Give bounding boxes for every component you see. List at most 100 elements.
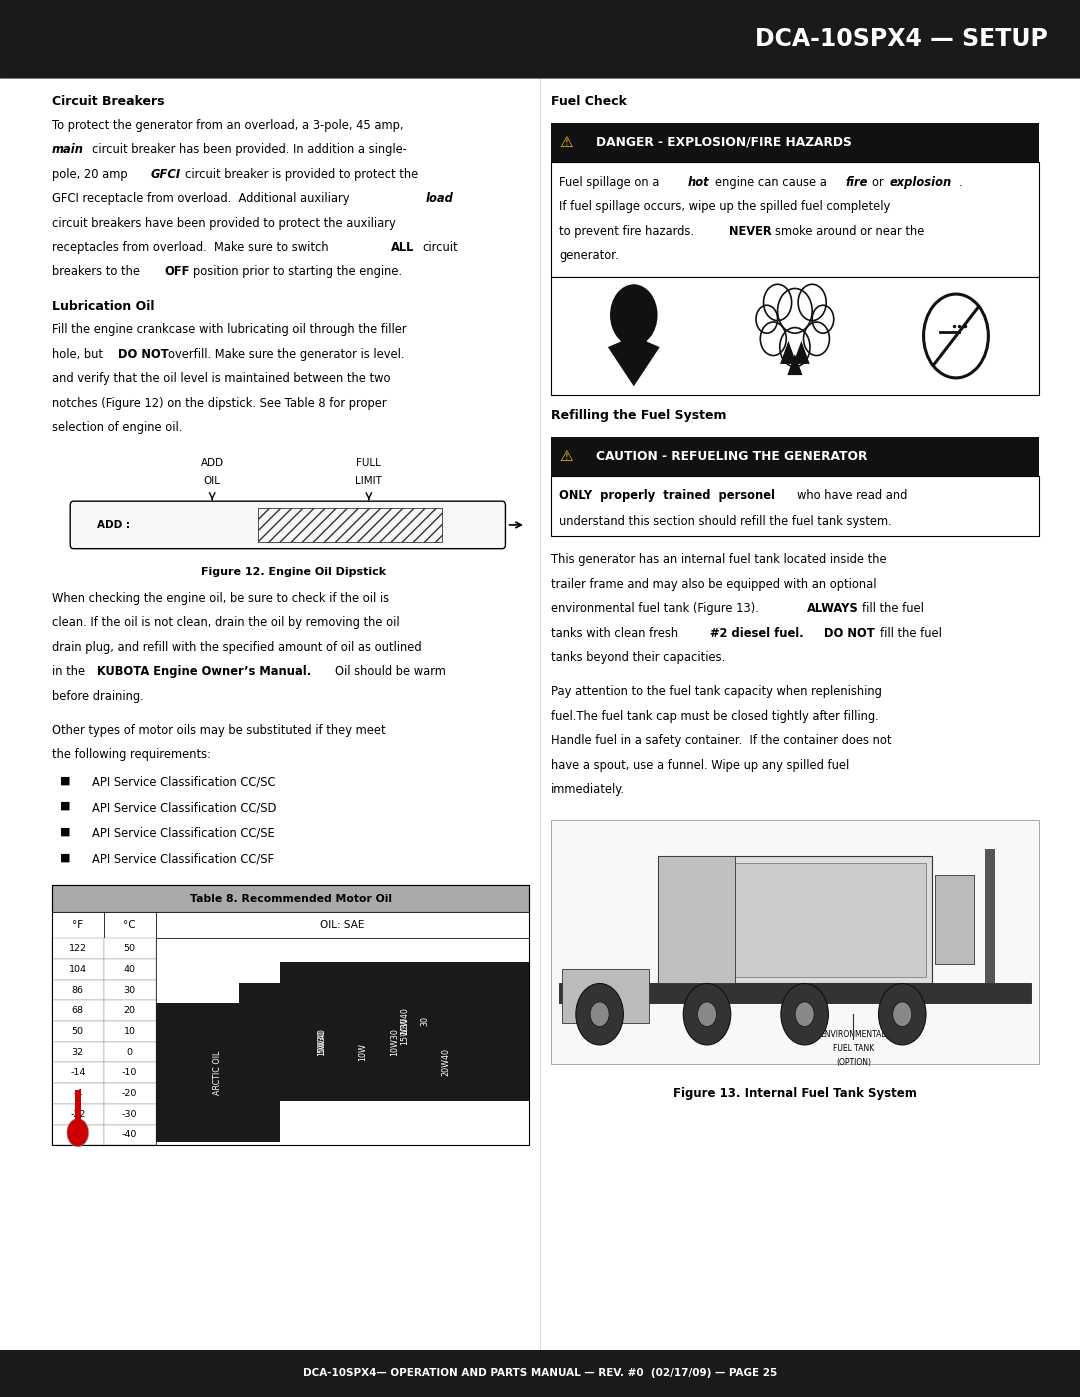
Text: Figure 13. Internal Fuel Tank System: Figure 13. Internal Fuel Tank System — [673, 1087, 917, 1099]
Text: clean. If the oil is not clean, drain the oil by removing the oil: clean. If the oil is not clean, drain th… — [52, 616, 400, 630]
Circle shape — [878, 983, 926, 1045]
Text: to prevent fire hazards.: to prevent fire hazards. — [559, 225, 698, 237]
Bar — [239, 982, 405, 1101]
Text: -40: -40 — [122, 1130, 137, 1140]
Text: .: . — [959, 176, 962, 189]
Bar — [52, 979, 104, 1000]
Text: ■: ■ — [60, 852, 71, 862]
Bar — [985, 849, 994, 983]
Text: hot: hot — [688, 176, 710, 189]
Bar — [52, 1021, 104, 1042]
Text: LIMIT: LIMIT — [355, 476, 382, 486]
Text: 50: 50 — [123, 944, 136, 953]
Text: drain plug, and refill with the specified amount of oil as outlined: drain plug, and refill with the specifie… — [52, 641, 421, 654]
Text: circuit: circuit — [422, 240, 458, 254]
Circle shape — [684, 983, 731, 1045]
Text: main: main — [52, 144, 84, 156]
Bar — [935, 876, 974, 964]
Text: load: load — [426, 191, 454, 205]
Text: DANGER - EXPLOSION/FIRE HAZARDS: DANGER - EXPLOSION/FIRE HAZARDS — [596, 136, 852, 149]
Bar — [658, 856, 932, 983]
Bar — [551, 277, 1039, 395]
Bar — [52, 1000, 104, 1021]
Text: Lubrication Oil: Lubrication Oil — [52, 299, 154, 313]
Bar — [551, 123, 1039, 162]
Text: tanks beyond their capacities.: tanks beyond their capacities. — [551, 651, 725, 664]
Bar — [280, 963, 529, 1080]
Text: ⚠: ⚠ — [559, 450, 573, 464]
Polygon shape — [793, 341, 810, 365]
Circle shape — [781, 983, 828, 1045]
Text: pole, 20 amp: pole, 20 amp — [52, 168, 131, 180]
Text: the following requirements:: the following requirements: — [52, 749, 211, 761]
Text: 30: 30 — [421, 1016, 430, 1027]
Text: ENVIRONMENTAL: ENVIRONMENTAL — [821, 1030, 887, 1039]
Text: MQPOWER: MQPOWER — [872, 884, 917, 893]
Text: KUBOTA Engine Owner’s Manual.: KUBOTA Engine Owner’s Manual. — [97, 665, 311, 679]
Text: (OPTION): (OPTION) — [836, 1058, 870, 1067]
Text: in the: in the — [52, 665, 89, 679]
Bar — [562, 970, 649, 1023]
Bar — [663, 863, 927, 977]
Text: OIL: SAE: OIL: SAE — [320, 921, 365, 930]
Bar — [156, 912, 529, 939]
Text: before draining.: before draining. — [52, 690, 144, 703]
Bar — [551, 162, 1039, 277]
Bar — [52, 912, 104, 939]
Bar — [280, 1003, 363, 1080]
Bar — [52, 939, 104, 960]
Text: ■: ■ — [60, 827, 71, 837]
Text: fire: fire — [846, 176, 868, 189]
Bar — [104, 1021, 156, 1042]
Text: -40: -40 — [70, 1130, 85, 1140]
Text: environmental fuel tank (Figure 13).: environmental fuel tank (Figure 13). — [551, 602, 762, 615]
Text: 10: 10 — [666, 884, 679, 893]
Text: GFCI receptacle from overload.  Additional auxiliary: GFCI receptacle from overload. Additiona… — [52, 191, 353, 205]
Text: overfill. Make sure the generator is level.: overfill. Make sure the generator is lev… — [168, 348, 405, 360]
Text: fill the fuel: fill the fuel — [862, 602, 923, 615]
Text: Refilling the Fuel System: Refilling the Fuel System — [551, 409, 726, 422]
Text: fuel.The fuel tank cap must be closed tightly after filling.: fuel.The fuel tank cap must be closed ti… — [551, 710, 878, 722]
Bar — [258, 509, 442, 542]
Text: Table 8. Recommended Motor Oil: Table 8. Recommended Motor Oil — [189, 894, 392, 904]
Text: DO NOT: DO NOT — [118, 348, 168, 360]
Text: or: or — [872, 176, 887, 189]
Text: NEVER: NEVER — [729, 225, 771, 237]
Text: generator.: generator. — [559, 249, 619, 263]
Text: API Service Classification CC/SD: API Service Classification CC/SD — [92, 800, 276, 814]
Text: 40: 40 — [123, 965, 136, 974]
Text: 10: 10 — [123, 1027, 136, 1037]
Text: GFCI: GFCI — [150, 168, 180, 180]
Text: Circuit Breakers: Circuit Breakers — [52, 95, 164, 108]
Text: and verify that the oil level is maintained between the two: and verify that the oil level is maintai… — [52, 372, 390, 386]
Text: Pay attention to the fuel tank capacity when replenishing: Pay attention to the fuel tank capacity … — [551, 685, 881, 698]
Bar — [322, 982, 488, 1080]
Text: Figure 12. Engine Oil Dipstick: Figure 12. Engine Oil Dipstick — [201, 567, 386, 577]
Text: If fuel spillage occurs, wipe up the spilled fuel completely: If fuel spillage occurs, wipe up the spi… — [559, 201, 891, 214]
Bar — [52, 1042, 104, 1063]
Text: breakers to the: breakers to the — [52, 265, 144, 278]
Text: Fill the engine crankcase with lubricating oil through the filler: Fill the engine crankcase with lubricati… — [52, 323, 406, 337]
Bar — [104, 1083, 156, 1104]
Bar — [551, 820, 1039, 1065]
Text: who have read and: who have read and — [797, 489, 907, 502]
Text: FUEL TANK: FUEL TANK — [833, 1044, 874, 1053]
Text: circuit breakers have been provided to protect the auxiliary: circuit breakers have been provided to p… — [52, 217, 395, 229]
Bar — [104, 1104, 156, 1125]
Text: selection of engine oil.: selection of engine oil. — [52, 420, 183, 434]
Bar — [551, 437, 1039, 476]
Text: 20: 20 — [123, 1006, 136, 1016]
Text: explosion: explosion — [890, 176, 953, 189]
Text: immediately.: immediately. — [551, 782, 625, 796]
Text: 122: 122 — [69, 944, 86, 953]
Text: -20: -20 — [122, 1090, 137, 1098]
Bar — [52, 1104, 104, 1125]
Bar — [104, 960, 156, 979]
Text: receptacles from overload.  Make sure to switch: receptacles from overload. Make sure to … — [52, 240, 332, 254]
Circle shape — [67, 1119, 89, 1147]
Text: When checking the engine oil, be sure to check if the oil is: When checking the engine oil, be sure to… — [52, 592, 389, 605]
Text: 10W: 10W — [359, 1044, 367, 1062]
Text: OFF: OFF — [164, 265, 189, 278]
Text: 30: 30 — [123, 986, 136, 995]
Text: Handle fuel in a safety container.  If the container does not: Handle fuel in a safety container. If th… — [551, 735, 891, 747]
